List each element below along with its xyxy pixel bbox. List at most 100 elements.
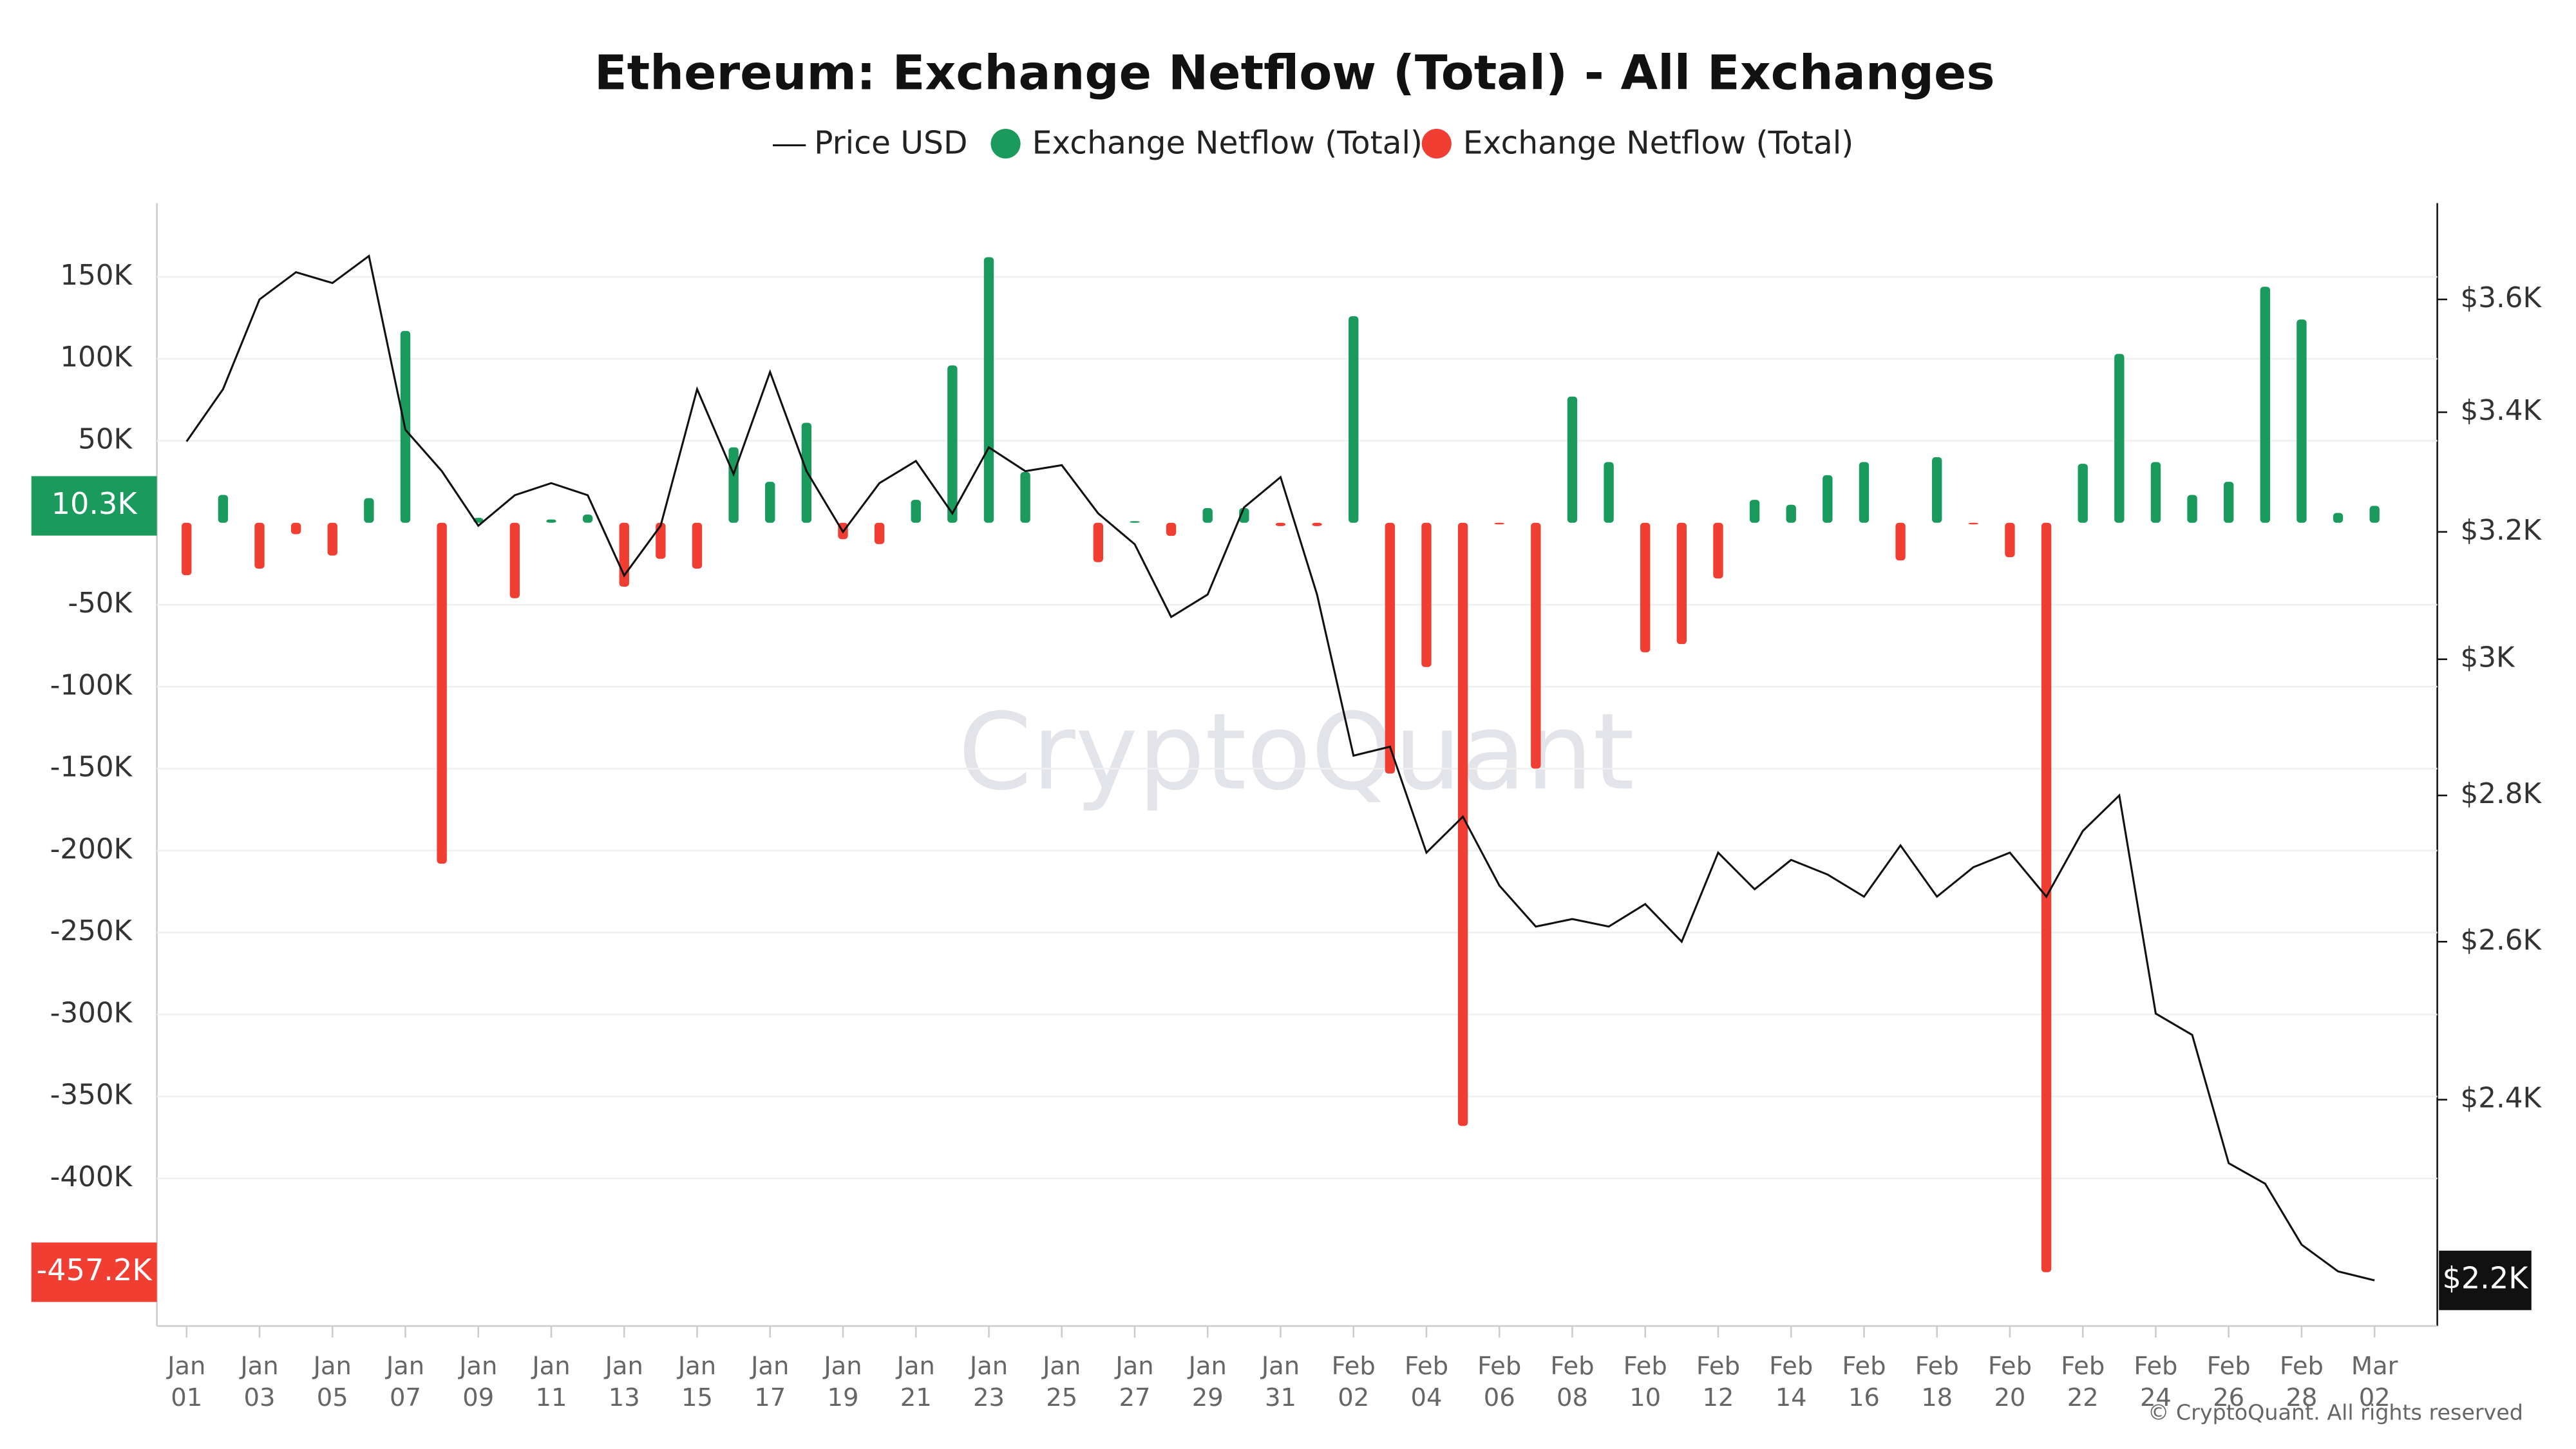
bar: [1640, 522, 1651, 652]
bar: [1968, 522, 1979, 525]
bar: [728, 447, 739, 523]
x-tick-label: Feb 12: [1696, 1352, 1740, 1412]
x-tick-label: Jan 05: [312, 1352, 352, 1412]
bar: [2369, 506, 2380, 523]
bar: [1531, 522, 1541, 769]
bar: [1020, 471, 1030, 523]
x-tick-label: Feb 20: [1988, 1352, 2032, 1412]
x-tick-label: Feb 08: [1550, 1352, 1594, 1412]
x-tick-label: Feb 28: [2280, 1352, 2324, 1412]
x-tick-label: Jan 27: [1114, 1352, 1153, 1412]
y-tick-label: -50K: [68, 587, 133, 620]
value-badge-label: $2.2K: [2442, 1261, 2529, 1296]
bar: [911, 500, 921, 523]
watermark: CryptoQuant: [958, 690, 1634, 813]
x-tick-label: Feb 02: [1332, 1352, 1376, 1412]
legend-marker: [1421, 129, 1452, 159]
x-tick-label: Feb 10: [1624, 1352, 1667, 1412]
x-tick-label: Feb 18: [1915, 1352, 1959, 1412]
bar: [1494, 522, 1504, 525]
x-tick-label: Feb 14: [1769, 1352, 1813, 1412]
bar: [437, 522, 447, 864]
bar: [1385, 522, 1396, 774]
bar: [1457, 522, 1468, 1126]
bar: [1932, 457, 1942, 523]
y-tick-label: -250K: [50, 915, 133, 947]
x-tick-label: Jan 15: [677, 1352, 716, 1412]
bar: [254, 522, 265, 569]
legend-label: Exchange Netflow (Total): [1463, 126, 1853, 162]
price-line: [185, 254, 2375, 1282]
bar: [2005, 522, 2015, 558]
y-tick-label: 50K: [78, 423, 133, 455]
x-tick-label: Jan 29: [1188, 1352, 1227, 1412]
y-tick-label: -100K: [50, 669, 133, 701]
legend-label: Exchange Netflow (Total): [1032, 126, 1423, 162]
legend-marker: [990, 129, 1021, 159]
bar: [182, 522, 192, 576]
y-tick-label: -150K: [50, 752, 133, 784]
bar: [1166, 522, 1177, 536]
x-tick-label: Jan 11: [531, 1352, 570, 1412]
x-tick-label: Jan 09: [458, 1352, 497, 1412]
bar: [1312, 522, 1322, 526]
bar: [1349, 316, 1359, 523]
bar: [1895, 522, 1906, 561]
bar: [1823, 475, 1833, 523]
value-badge: [2439, 1251, 2532, 1311]
y2-tick-label: $3K: [2461, 642, 2515, 674]
value-badge: [31, 1242, 157, 1302]
bar: [582, 515, 593, 523]
y-tick-label: -400K: [50, 1161, 133, 1193]
value-badge: [31, 476, 157, 536]
bar: [1421, 522, 1432, 667]
value-badge-label: -457.2K: [37, 1253, 153, 1287]
bar: [2114, 354, 2125, 523]
y2-tick-label: $2.4K: [2461, 1083, 2543, 1115]
x-tick-label: Jan 13: [604, 1352, 643, 1412]
x-tick-label: Jan 03: [239, 1352, 278, 1412]
footer: © CryptoQuant. All rights reserved: [2148, 1399, 2523, 1425]
bar: [765, 482, 775, 523]
value-badge-label: 10.3K: [52, 486, 138, 521]
bar: [1713, 522, 1723, 579]
bar: [1275, 522, 1286, 526]
bar: [2078, 464, 2088, 523]
x-tick-label: Feb 06: [1477, 1352, 1521, 1412]
bar: [2150, 462, 2161, 523]
x-tick-label: Feb 04: [1405, 1352, 1448, 1412]
chart-title: Ethereum: Exchange Netflow (Total) - All…: [594, 44, 1995, 100]
x-tick-label: Jan 17: [750, 1352, 789, 1412]
bar: [2187, 495, 2197, 523]
x-tick-label: Jan 07: [385, 1352, 424, 1412]
bar: [1859, 462, 1870, 523]
legend-label: Price USD: [814, 126, 967, 162]
x-tick-label: Feb 16: [1842, 1352, 1886, 1412]
bar: [546, 519, 556, 523]
bar: [2297, 319, 2307, 523]
y2-tick-label: $3.2K: [2461, 515, 2543, 547]
bar: [1567, 396, 1578, 523]
bar: [692, 522, 703, 569]
x-tick-label: Jan 21: [896, 1352, 935, 1412]
y2-tick-label: $2.6K: [2461, 924, 2543, 956]
x-tick-label: Jan 25: [1041, 1352, 1081, 1412]
bar: [1604, 462, 1614, 523]
y-tick-label: 150K: [60, 260, 133, 292]
bar: [327, 522, 337, 556]
bar: [2333, 513, 2344, 523]
bar: [290, 522, 301, 535]
x-tick-label: Jan 01: [166, 1352, 205, 1412]
y-tick-label: -300K: [50, 997, 133, 1029]
bar: [218, 495, 229, 523]
bar: [2260, 287, 2270, 523]
x-tick-label: Jan 31: [1260, 1352, 1300, 1412]
x-tick-label: Feb 26: [2207, 1352, 2251, 1412]
x-tick-label: Jan 23: [969, 1352, 1008, 1412]
bar: [1093, 522, 1104, 562]
bar: [983, 257, 994, 523]
x-tick-label: Feb 24: [2134, 1352, 2177, 1412]
y-tick-label: -350K: [50, 1079, 133, 1112]
